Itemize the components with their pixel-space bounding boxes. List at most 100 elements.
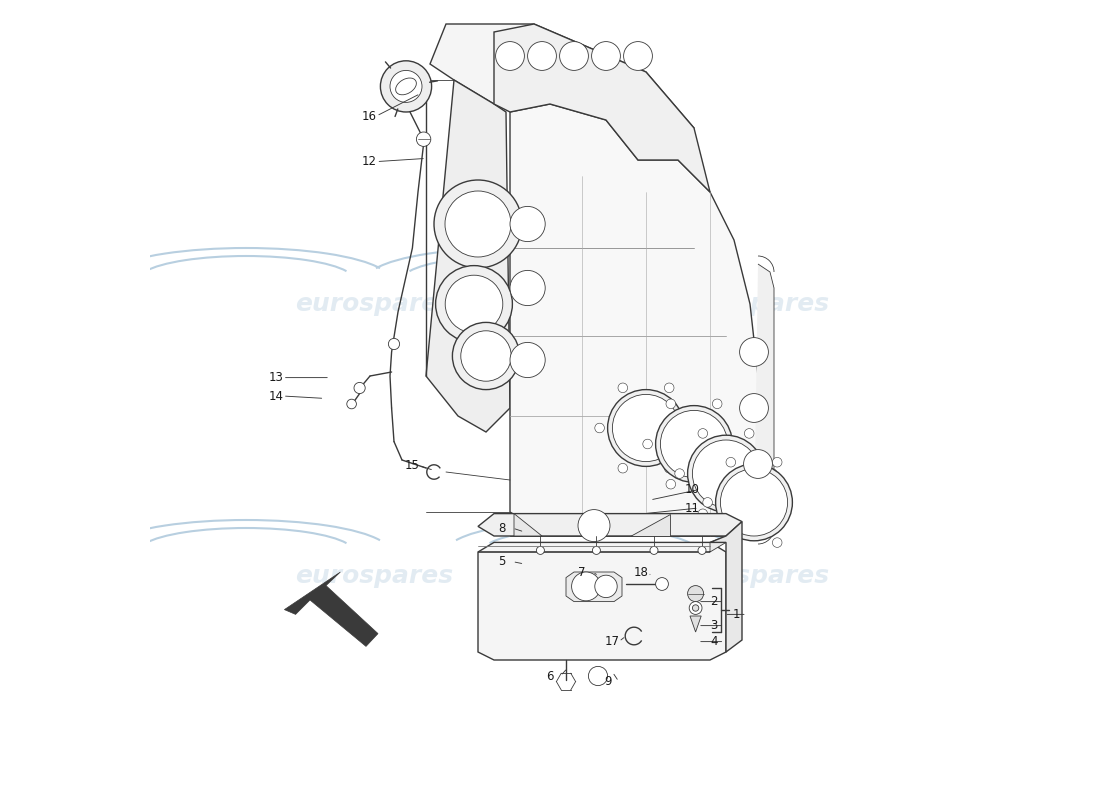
Circle shape xyxy=(446,191,512,257)
Circle shape xyxy=(593,546,601,554)
Circle shape xyxy=(698,429,707,438)
Polygon shape xyxy=(690,616,701,632)
Circle shape xyxy=(452,322,519,390)
Text: 2: 2 xyxy=(710,595,717,608)
Polygon shape xyxy=(514,514,542,536)
Circle shape xyxy=(656,406,733,482)
Circle shape xyxy=(595,423,604,433)
Polygon shape xyxy=(494,24,710,192)
Circle shape xyxy=(572,572,601,601)
Text: 15: 15 xyxy=(405,459,419,472)
Polygon shape xyxy=(478,514,742,536)
Circle shape xyxy=(688,586,704,602)
Polygon shape xyxy=(510,524,758,536)
Circle shape xyxy=(436,266,513,342)
Text: 3: 3 xyxy=(710,619,717,632)
Circle shape xyxy=(595,575,617,598)
Circle shape xyxy=(510,270,546,306)
Circle shape xyxy=(560,42,588,70)
Circle shape xyxy=(390,70,422,102)
Circle shape xyxy=(537,546,544,554)
Circle shape xyxy=(664,463,674,473)
Polygon shape xyxy=(566,572,621,602)
Polygon shape xyxy=(754,264,774,536)
Polygon shape xyxy=(510,104,758,536)
Polygon shape xyxy=(478,536,726,552)
Circle shape xyxy=(745,509,754,518)
Circle shape xyxy=(650,546,658,554)
Circle shape xyxy=(736,439,745,449)
Circle shape xyxy=(772,538,782,547)
Circle shape xyxy=(692,440,760,507)
Circle shape xyxy=(607,390,684,466)
Circle shape xyxy=(698,546,706,554)
Polygon shape xyxy=(285,572,378,646)
Circle shape xyxy=(720,469,788,536)
Circle shape xyxy=(592,42,620,70)
Circle shape xyxy=(772,458,782,467)
Circle shape xyxy=(642,439,652,449)
Circle shape xyxy=(745,429,754,438)
Circle shape xyxy=(703,498,713,507)
Text: 1: 1 xyxy=(733,608,740,621)
Circle shape xyxy=(417,132,431,146)
Circle shape xyxy=(674,469,684,478)
Circle shape xyxy=(713,399,722,409)
Circle shape xyxy=(666,399,675,409)
Circle shape xyxy=(618,383,628,393)
Circle shape xyxy=(664,383,674,393)
Text: 12: 12 xyxy=(362,155,377,168)
Circle shape xyxy=(578,510,610,542)
Circle shape xyxy=(510,206,546,242)
Polygon shape xyxy=(426,80,510,432)
Polygon shape xyxy=(430,24,694,160)
Circle shape xyxy=(688,435,764,512)
Text: 7: 7 xyxy=(578,566,585,578)
Text: eurospares: eurospares xyxy=(295,564,453,588)
Circle shape xyxy=(744,450,772,478)
Circle shape xyxy=(739,394,769,422)
Text: 14: 14 xyxy=(268,390,284,402)
Text: 11: 11 xyxy=(684,502,700,514)
Circle shape xyxy=(588,666,607,686)
Text: 6: 6 xyxy=(546,670,553,682)
Circle shape xyxy=(656,578,669,590)
Circle shape xyxy=(354,382,365,394)
Circle shape xyxy=(388,338,399,350)
Circle shape xyxy=(613,394,680,462)
Text: 16: 16 xyxy=(362,110,377,122)
Circle shape xyxy=(660,410,727,478)
Polygon shape xyxy=(630,514,670,536)
Circle shape xyxy=(510,342,546,378)
Circle shape xyxy=(496,42,525,70)
Circle shape xyxy=(446,275,503,333)
Circle shape xyxy=(726,538,736,547)
Circle shape xyxy=(666,479,675,489)
Text: 9: 9 xyxy=(604,675,612,688)
Circle shape xyxy=(434,180,522,268)
Text: 18: 18 xyxy=(634,566,649,578)
Polygon shape xyxy=(710,522,742,652)
Text: 5: 5 xyxy=(498,555,505,568)
Circle shape xyxy=(713,479,722,489)
Circle shape xyxy=(688,423,697,433)
Circle shape xyxy=(690,602,702,614)
Circle shape xyxy=(726,458,736,467)
Text: eurospares: eurospares xyxy=(671,564,829,588)
Text: 10: 10 xyxy=(684,483,700,496)
Circle shape xyxy=(624,42,652,70)
Text: eurospares: eurospares xyxy=(295,292,453,316)
Circle shape xyxy=(618,463,628,473)
Text: 4: 4 xyxy=(710,635,717,648)
Circle shape xyxy=(528,42,557,70)
Text: 13: 13 xyxy=(268,371,284,384)
Text: 17: 17 xyxy=(604,635,619,648)
Circle shape xyxy=(461,331,512,381)
Circle shape xyxy=(692,605,698,611)
Circle shape xyxy=(381,61,431,112)
Circle shape xyxy=(346,399,356,409)
Text: eurospares: eurospares xyxy=(671,292,829,316)
Circle shape xyxy=(698,509,707,518)
Circle shape xyxy=(768,469,778,478)
Circle shape xyxy=(716,464,792,541)
